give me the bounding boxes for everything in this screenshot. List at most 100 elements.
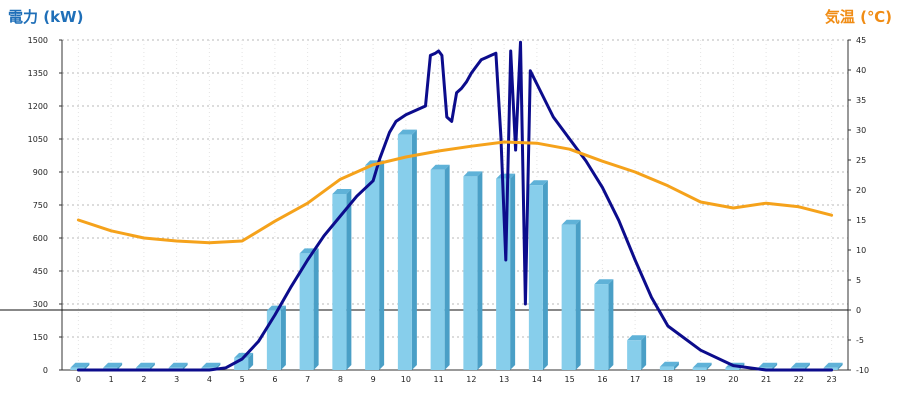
bar-top xyxy=(135,362,155,368)
power-line xyxy=(76,40,834,372)
bar xyxy=(266,305,286,370)
bar-top xyxy=(627,335,647,341)
bar-face xyxy=(365,165,380,370)
bar-top xyxy=(332,189,352,194)
bar xyxy=(627,335,647,370)
x-tick-label: 12 xyxy=(466,375,476,384)
left-tick-label: 1500 xyxy=(28,36,48,45)
x-tick-label: 10 xyxy=(401,375,411,384)
bar-top xyxy=(561,219,581,225)
bar-side xyxy=(117,362,123,370)
x-tick-label: 19 xyxy=(696,375,706,384)
right-tick-label: 15 xyxy=(856,216,866,225)
bar-side xyxy=(608,279,614,370)
left-tick-label: 300 xyxy=(33,300,48,309)
bar-side xyxy=(182,362,188,370)
bar-side xyxy=(379,160,385,370)
bar xyxy=(299,248,319,370)
left-tick-label: 1200 xyxy=(28,102,48,111)
x-tick-label: 13 xyxy=(499,375,509,384)
bar xyxy=(365,160,385,370)
x-tick-label: 16 xyxy=(597,375,607,384)
x-tick-label: 3 xyxy=(174,375,179,384)
left-axis-title: 電力 (kW) xyxy=(8,8,84,26)
x-tick-label: 15 xyxy=(565,375,575,384)
bar xyxy=(692,362,712,370)
bar-top xyxy=(528,180,548,186)
bar-face xyxy=(692,367,707,370)
bar-face xyxy=(397,134,412,370)
bar-top xyxy=(823,362,843,368)
bar-top xyxy=(463,171,483,177)
x-tick-label: 22 xyxy=(794,375,804,384)
bar-face xyxy=(70,367,85,370)
x-tick-label: 1 xyxy=(109,375,114,384)
bar xyxy=(332,189,352,370)
left-tick-label: 150 xyxy=(33,333,48,342)
bar-face xyxy=(627,340,642,370)
left-tick-label: 1350 xyxy=(28,69,48,78)
bar-face xyxy=(266,310,281,370)
bar-side xyxy=(542,180,548,370)
bar xyxy=(496,173,516,370)
left-tick-label: 750 xyxy=(33,201,48,210)
left-tick-label: 450 xyxy=(33,267,48,276)
x-tick-label: 0 xyxy=(76,375,81,384)
bar-top xyxy=(692,362,712,368)
left-tick-label: 900 xyxy=(33,168,48,177)
bar-side xyxy=(477,171,483,370)
bar-side xyxy=(313,248,319,370)
x-tick-label: 5 xyxy=(240,375,245,384)
right-tick-label: 10 xyxy=(856,246,866,255)
right-tick-label: 20 xyxy=(856,186,866,195)
bar-face xyxy=(659,366,674,370)
bar-face xyxy=(594,284,609,370)
bar-side xyxy=(510,173,516,370)
bar-top xyxy=(496,173,516,179)
bar-top xyxy=(70,362,90,368)
right-tick-label: 30 xyxy=(856,126,866,135)
right-tick-label: 45 xyxy=(856,36,866,45)
bar xyxy=(397,129,417,370)
bar-top xyxy=(758,362,778,368)
right-tick-label: 25 xyxy=(856,156,866,165)
bar-side xyxy=(706,362,712,370)
bar-top xyxy=(430,164,450,170)
bar-face xyxy=(332,194,347,370)
bar-face xyxy=(725,367,740,370)
bar-side xyxy=(280,305,286,370)
x-tick-label: 9 xyxy=(371,375,376,384)
bar-top xyxy=(659,361,679,367)
x-tick-label: 4 xyxy=(207,375,212,384)
x-tick-label: 17 xyxy=(630,375,640,384)
bar-side xyxy=(772,362,778,370)
bar-side xyxy=(411,129,417,370)
bar xyxy=(659,361,679,370)
left-tick-label: 600 xyxy=(33,234,48,243)
bar-side xyxy=(84,362,90,370)
x-tick-label: 8 xyxy=(338,375,343,384)
bar-top xyxy=(168,362,188,368)
right-tick-label: -5 xyxy=(856,336,864,345)
right-tick-label: 35 xyxy=(856,96,866,105)
bar-face xyxy=(299,253,314,370)
bar-top xyxy=(103,362,123,368)
x-tick-label: 11 xyxy=(434,375,444,384)
bar-top xyxy=(201,362,221,368)
bar xyxy=(594,279,614,370)
right-tick-label: 40 xyxy=(856,66,866,75)
bar-side xyxy=(641,335,647,370)
x-tick-label: 18 xyxy=(663,375,673,384)
bar-face xyxy=(463,176,478,370)
right-axis-title: 気温 (℃) xyxy=(824,8,892,26)
bar-side xyxy=(346,189,352,370)
left-tick-label: 0 xyxy=(43,366,48,375)
bar-top xyxy=(790,362,810,368)
x-tick-label: 6 xyxy=(272,375,277,384)
x-tick-label: 7 xyxy=(305,375,310,384)
x-tick-label: 2 xyxy=(141,375,146,384)
right-tick-label: -10 xyxy=(856,366,869,375)
bar-face xyxy=(528,185,543,370)
bar-side xyxy=(673,361,679,370)
